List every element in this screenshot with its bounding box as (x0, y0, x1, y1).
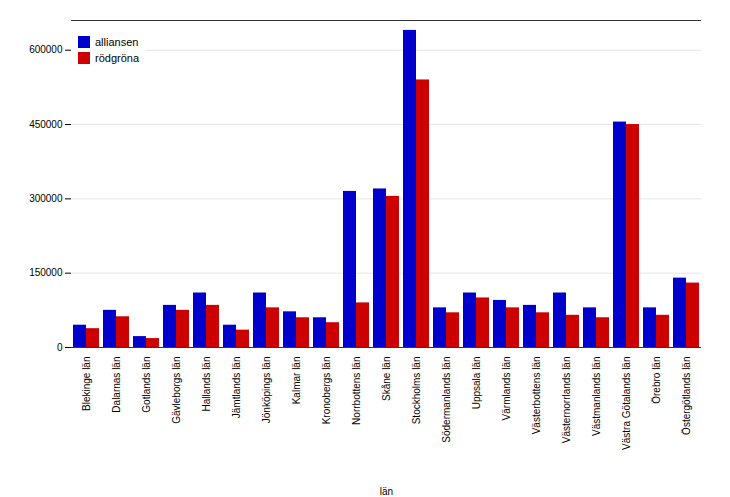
svg-text:län: län (380, 486, 393, 497)
svg-text:450000: 450000 (29, 119, 63, 130)
svg-text:Norrbottens län: Norrbottens län (351, 357, 362, 425)
svg-text:Östergötlands län: Östergötlands län (681, 357, 692, 435)
svg-text:Skåne län: Skåne län (381, 357, 392, 401)
svg-text:Jönköpings län: Jönköpings län (261, 357, 272, 424)
svg-text:Gotlands län: Gotlands län (141, 357, 152, 413)
svg-text:Blekinge län: Blekinge län (81, 357, 92, 411)
svg-text:Värmlands län: Värmlands län (501, 357, 512, 421)
svg-text:Stockholms län: Stockholms län (411, 357, 422, 425)
svg-text:Södermanlands län: Södermanlands län (441, 357, 452, 443)
html-text:alliansen: alliansen (95, 36, 139, 48)
svg-text:Västmanlands län: Västmanlands län (591, 357, 602, 437)
svg-text:Uppsala län: Uppsala län (471, 357, 482, 410)
svg-text:Jämtlands län: Jämtlands län (231, 357, 242, 419)
svg-text:0: 0 (57, 342, 63, 353)
svg-text:Kronobergs län: Kronobergs län (321, 357, 332, 425)
svg-text:Örebro län: Örebro län (651, 357, 662, 404)
svg-text:300000: 300000 (29, 193, 63, 204)
svg-text:Kalmar län: Kalmar län (291, 357, 302, 405)
svg-text:Dalarnas län: Dalarnas län (111, 357, 122, 413)
svg-text:Västra Götalands län: Västra Götalands län (621, 357, 632, 450)
svg-text:Hallands län: Hallands län (201, 357, 212, 412)
svg-text:Gävleborgs län: Gävleborgs län (171, 357, 182, 424)
svg-text:Västerbottens län: Västerbottens län (531, 357, 542, 435)
svg-text:600000: 600000 (29, 44, 63, 55)
svg-text:Västernorrlands län: Västernorrlands län (561, 357, 572, 444)
html-text:rödgröna: rödgröna (95, 52, 139, 64)
svg-text:150000: 150000 (29, 267, 63, 278)
